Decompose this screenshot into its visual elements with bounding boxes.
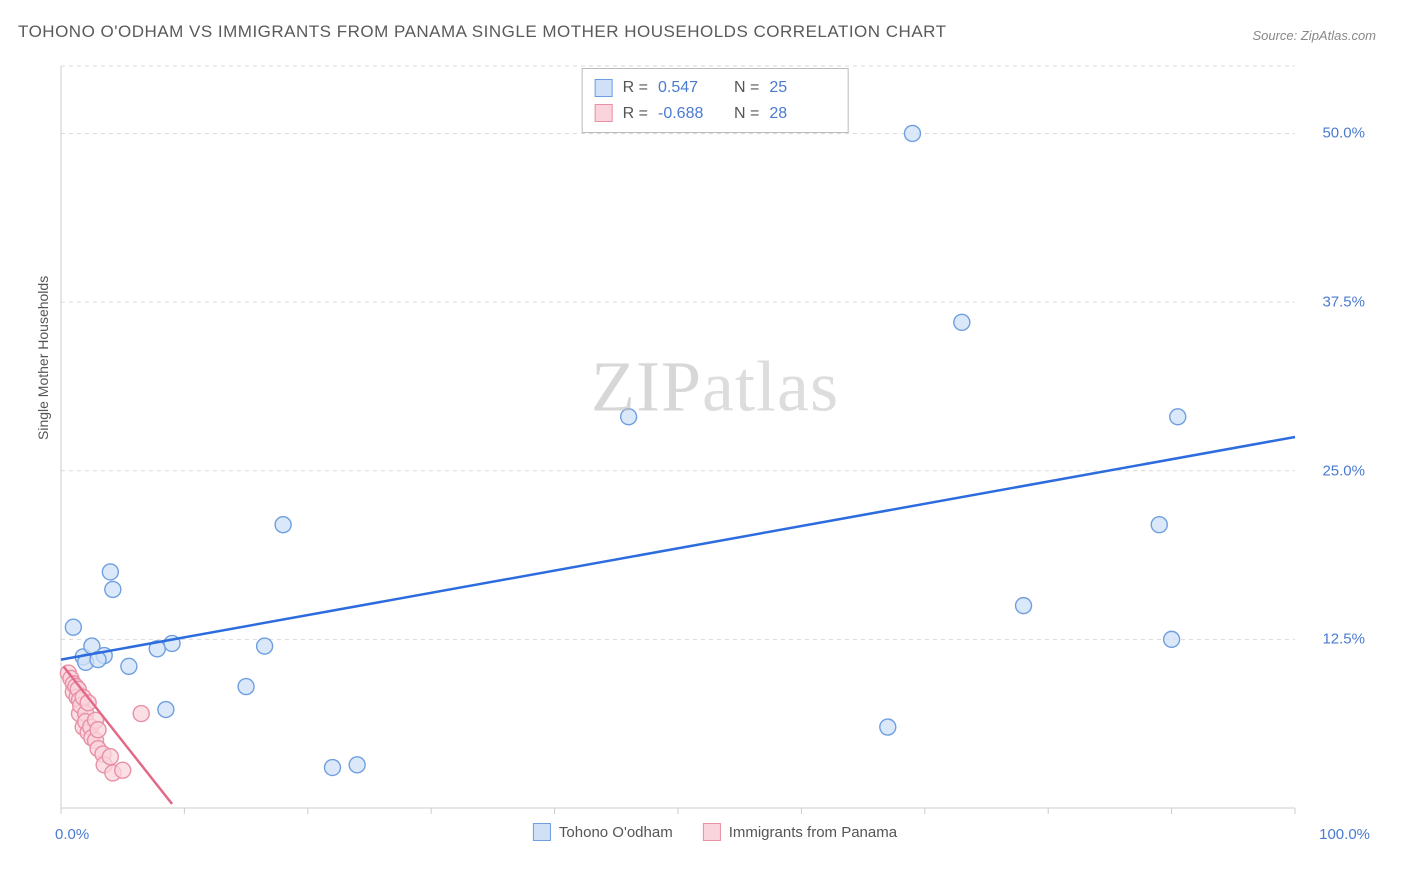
chart-area: Single Mother Households ZIPatlas R =0.5… <box>55 60 1375 838</box>
legend-swatch <box>703 823 721 841</box>
x-axis-max-label: 100.0% <box>1319 826 1370 843</box>
n-label: N = <box>734 101 759 127</box>
y-tick-label: 12.5% <box>1322 631 1365 648</box>
r-value: 0.547 <box>658 75 724 101</box>
legend-swatch <box>533 823 551 841</box>
r-label: R = <box>623 75 648 101</box>
stats-row: R = -0.688 N = 28 <box>595 101 836 127</box>
n-value: 28 <box>769 101 835 127</box>
y-axis-label: Single Mother Households <box>35 276 51 440</box>
n-value: 25 <box>769 75 835 101</box>
legend-label: Tohono O'odham <box>559 824 673 841</box>
legend-label: Immigrants from Panama <box>729 824 897 841</box>
chart-title: TOHONO O'ODHAM VS IMMIGRANTS FROM PANAMA… <box>18 22 947 42</box>
legend-swatch <box>595 104 613 122</box>
x-axis-min-label: 0.0% <box>55 826 89 843</box>
y-tick-label: 25.0% <box>1322 462 1365 479</box>
legend-swatch <box>595 79 613 97</box>
stats-legend: R = 0.547 N = 25 R = -0.688 N = 28 <box>582 68 849 133</box>
scatter-plot <box>55 60 1375 838</box>
y-tick-label: 50.0% <box>1322 125 1365 142</box>
n-label: N = <box>734 75 759 101</box>
legend-item: Tohono O'odham <box>533 823 673 841</box>
legend-item: Immigrants from Panama <box>703 823 897 841</box>
source-attribution: Source: ZipAtlas.com <box>1252 28 1376 43</box>
r-label: R = <box>623 101 648 127</box>
y-tick-label: 37.5% <box>1322 294 1365 311</box>
r-value: -0.688 <box>658 101 724 127</box>
series-legend: Tohono O'odham Immigrants from Panama <box>533 823 897 841</box>
stats-row: R = 0.547 N = 25 <box>595 75 836 101</box>
